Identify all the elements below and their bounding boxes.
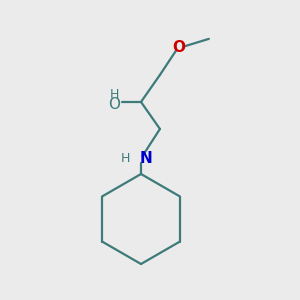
Text: O: O	[172, 40, 185, 56]
Text: N: N	[140, 151, 152, 166]
Text: O: O	[108, 98, 120, 112]
Text: H: H	[121, 152, 130, 165]
Text: H: H	[109, 88, 119, 101]
